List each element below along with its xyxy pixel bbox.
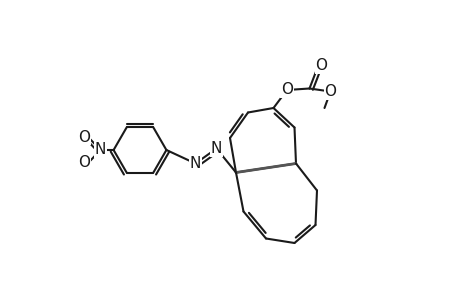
- Text: N: N: [95, 142, 106, 158]
- Text: O: O: [315, 58, 327, 74]
- Text: N: N: [190, 156, 201, 171]
- Text: O: O: [280, 82, 292, 98]
- Text: O: O: [78, 155, 90, 170]
- Text: O: O: [324, 84, 336, 99]
- Text: N: N: [210, 141, 222, 156]
- Text: O: O: [78, 130, 90, 145]
